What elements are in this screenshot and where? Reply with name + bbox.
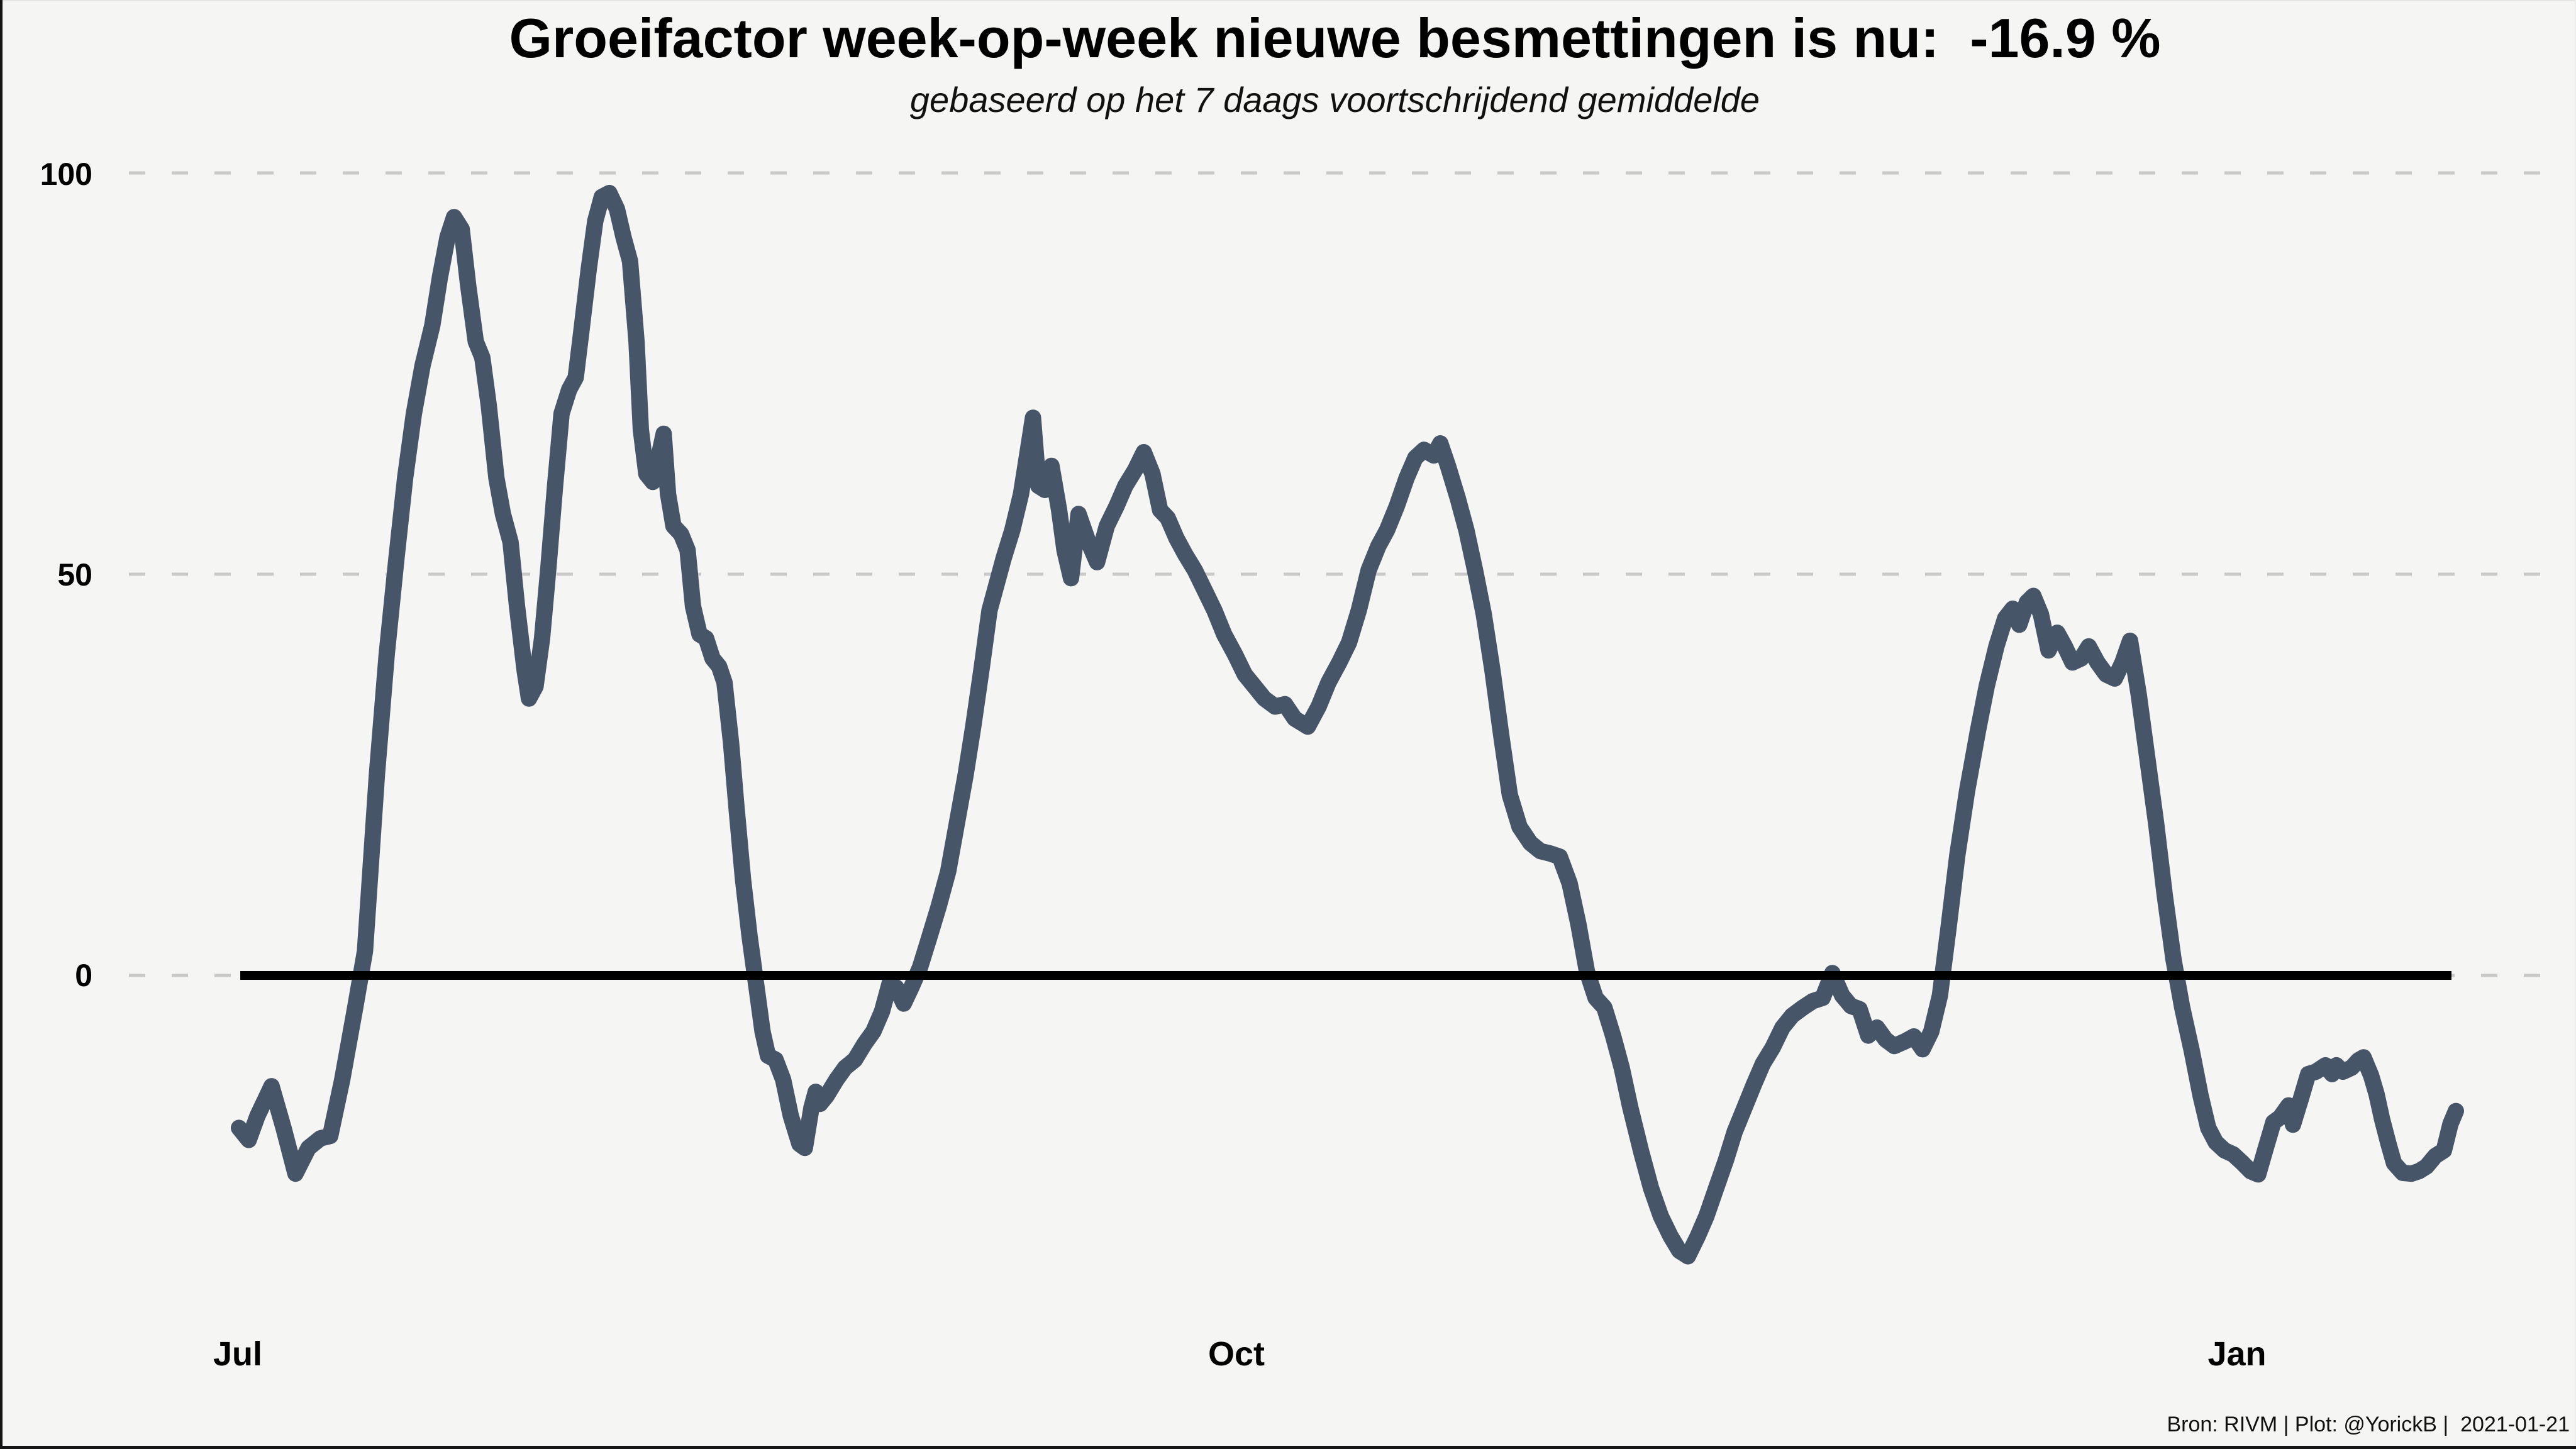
growth-factor-series-line	[231, 184, 2464, 1265]
chart-title: Groeifactor week-op-week nieuwe besmetti…	[509, 7, 2161, 69]
y-axis-tick-100: 100	[40, 157, 92, 192]
source-attribution: Bron: RIVM | Plot: @YorickB | 2021-01-21	[2167, 1413, 2570, 1436]
y-axis-tick-0: 0	[75, 958, 92, 993]
x-axis-tick-oct: Oct	[1208, 1335, 1265, 1373]
frame-edge-top	[0, 0, 2576, 1]
x-axis-tick-jan: Jan	[2207, 1335, 2267, 1373]
frame-edge-left	[0, 0, 3, 1449]
y-axis-tick-50: 50	[57, 557, 92, 592]
chart-subtitle: gebaseerd op het 7 daags voortschrijdend…	[909, 80, 1760, 119]
frame-edge-right	[2575, 0, 2576, 1449]
frame-edge-bottom	[0, 1446, 2576, 1449]
x-axis-tick-jul: Jul	[213, 1335, 263, 1373]
